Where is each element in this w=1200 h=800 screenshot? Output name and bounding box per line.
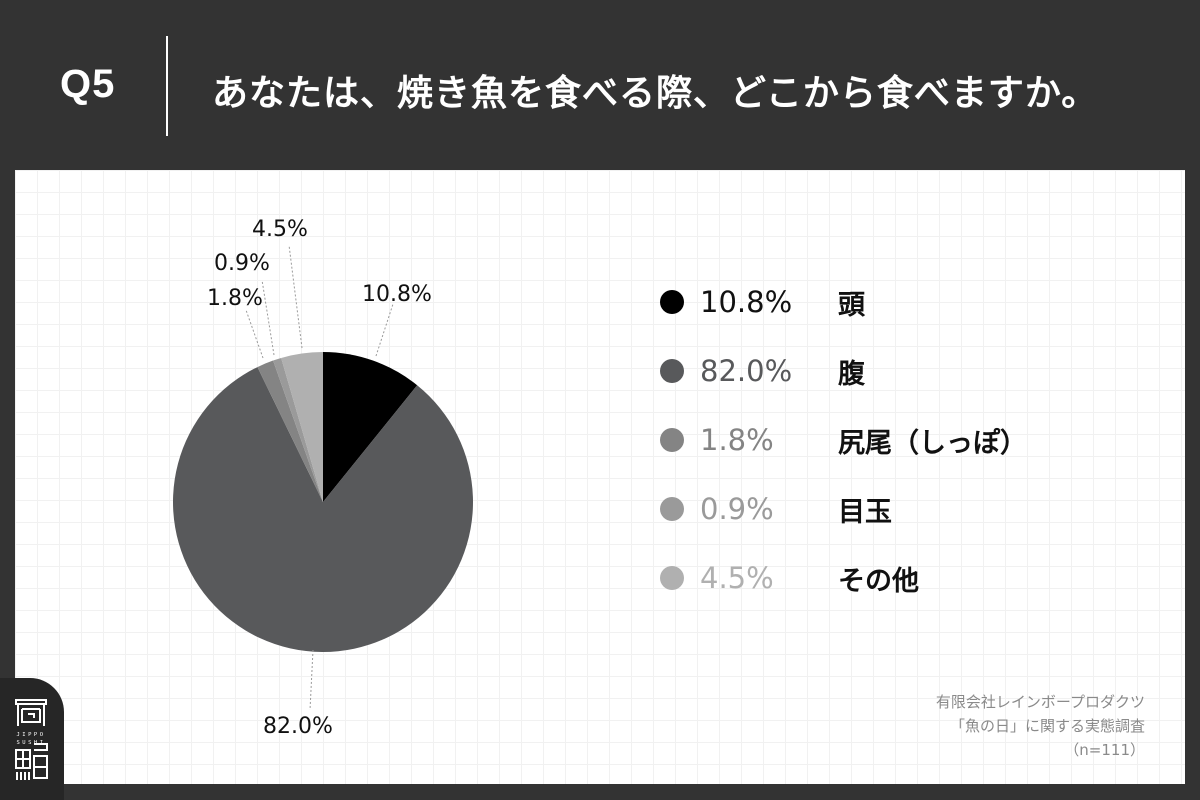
svg-text:JIPPO: JIPPO <box>16 732 45 738</box>
legend-item-belly: 82.0% 腹 <box>660 349 1027 393</box>
legend-pct: 82.0% <box>700 354 793 388</box>
legend-label: 腹 <box>838 358 865 390</box>
leader-line-tail <box>245 309 264 359</box>
leader-line-belly <box>309 649 314 711</box>
question-title: あなたは、焼き魚を食べる際、どこから食べますか。 <box>212 73 1099 114</box>
pie-label-other: 4.5% <box>252 217 308 242</box>
source-company: 有限会社レインボープロダクツ <box>935 693 1145 711</box>
pie-label-tail: 1.8% <box>207 286 263 311</box>
legend-dot-icon <box>660 566 684 590</box>
pie-label-belly: 82.0% <box>263 714 333 739</box>
pie-slice <box>323 352 418 502</box>
leader-lines <box>245 244 394 711</box>
legend-dot-icon <box>660 497 684 521</box>
pie-label-eye: 0.9% <box>214 251 270 276</box>
pie-label-head: 10.8% <box>362 282 432 307</box>
sushi-logo-icon: JIPPO SUSHI <box>15 699 48 780</box>
legend-item-head: 10.8% 頭 <box>660 280 1027 324</box>
chart-panel: 10.8% 82.0% 1.8% 0.9% 4.5% 10.8% 頭 82.0%… <box>15 170 1185 784</box>
legend-dot-icon <box>660 290 684 314</box>
header-bar: Q5 あなたは、焼き魚を食べる際、どこから食べますか。 <box>0 0 1200 170</box>
legend-item-other: 4.5% その他 <box>660 556 1027 600</box>
pie-slice <box>281 352 323 502</box>
header-divider <box>166 36 168 136</box>
legend-label: 尻尾（しっぽ） <box>838 427 1027 459</box>
brand-logo: JIPPO SUSHI <box>0 678 64 800</box>
chart-legend: 10.8% 頭 82.0% 腹 1.8% 尻尾（しっぽ） 0.9% 目玉 4.5… <box>660 280 1027 625</box>
legend-label: その他 <box>838 565 919 597</box>
legend-item-tail: 1.8% 尻尾（しっぽ） <box>660 418 1027 462</box>
legend-pct: 1.8% <box>700 423 774 457</box>
question-number: Q5 <box>60 62 116 106</box>
legend-item-eye: 0.9% 目玉 <box>660 487 1027 531</box>
legend-label: 頭 <box>838 289 865 321</box>
source-note: 有限会社レインボープロダクツ 「魚の日」に関する実態調査 （n=111） <box>936 690 1145 762</box>
source-survey: 「魚の日」に関する実態調査 <box>949 717 1145 735</box>
legend-dot-icon <box>660 359 684 383</box>
pie-slice <box>257 360 323 502</box>
legend-dot-icon <box>660 428 684 452</box>
legend-pct: 0.9% <box>700 492 774 526</box>
pie-slice <box>273 357 323 502</box>
legend-label: 目玉 <box>838 496 892 528</box>
source-sample-size: （n=111） <box>1064 741 1145 759</box>
leader-line-other <box>288 244 303 349</box>
pie-slices <box>172 352 473 653</box>
legend-pct: 4.5% <box>700 561 774 595</box>
leader-line-head <box>375 303 394 357</box>
pie-slice <box>172 367 473 653</box>
pie-chart <box>172 244 473 711</box>
legend-pct: 10.8% <box>700 285 793 319</box>
svg-text:SUSHI: SUSHI <box>16 740 45 746</box>
leader-line-eye <box>261 279 275 356</box>
